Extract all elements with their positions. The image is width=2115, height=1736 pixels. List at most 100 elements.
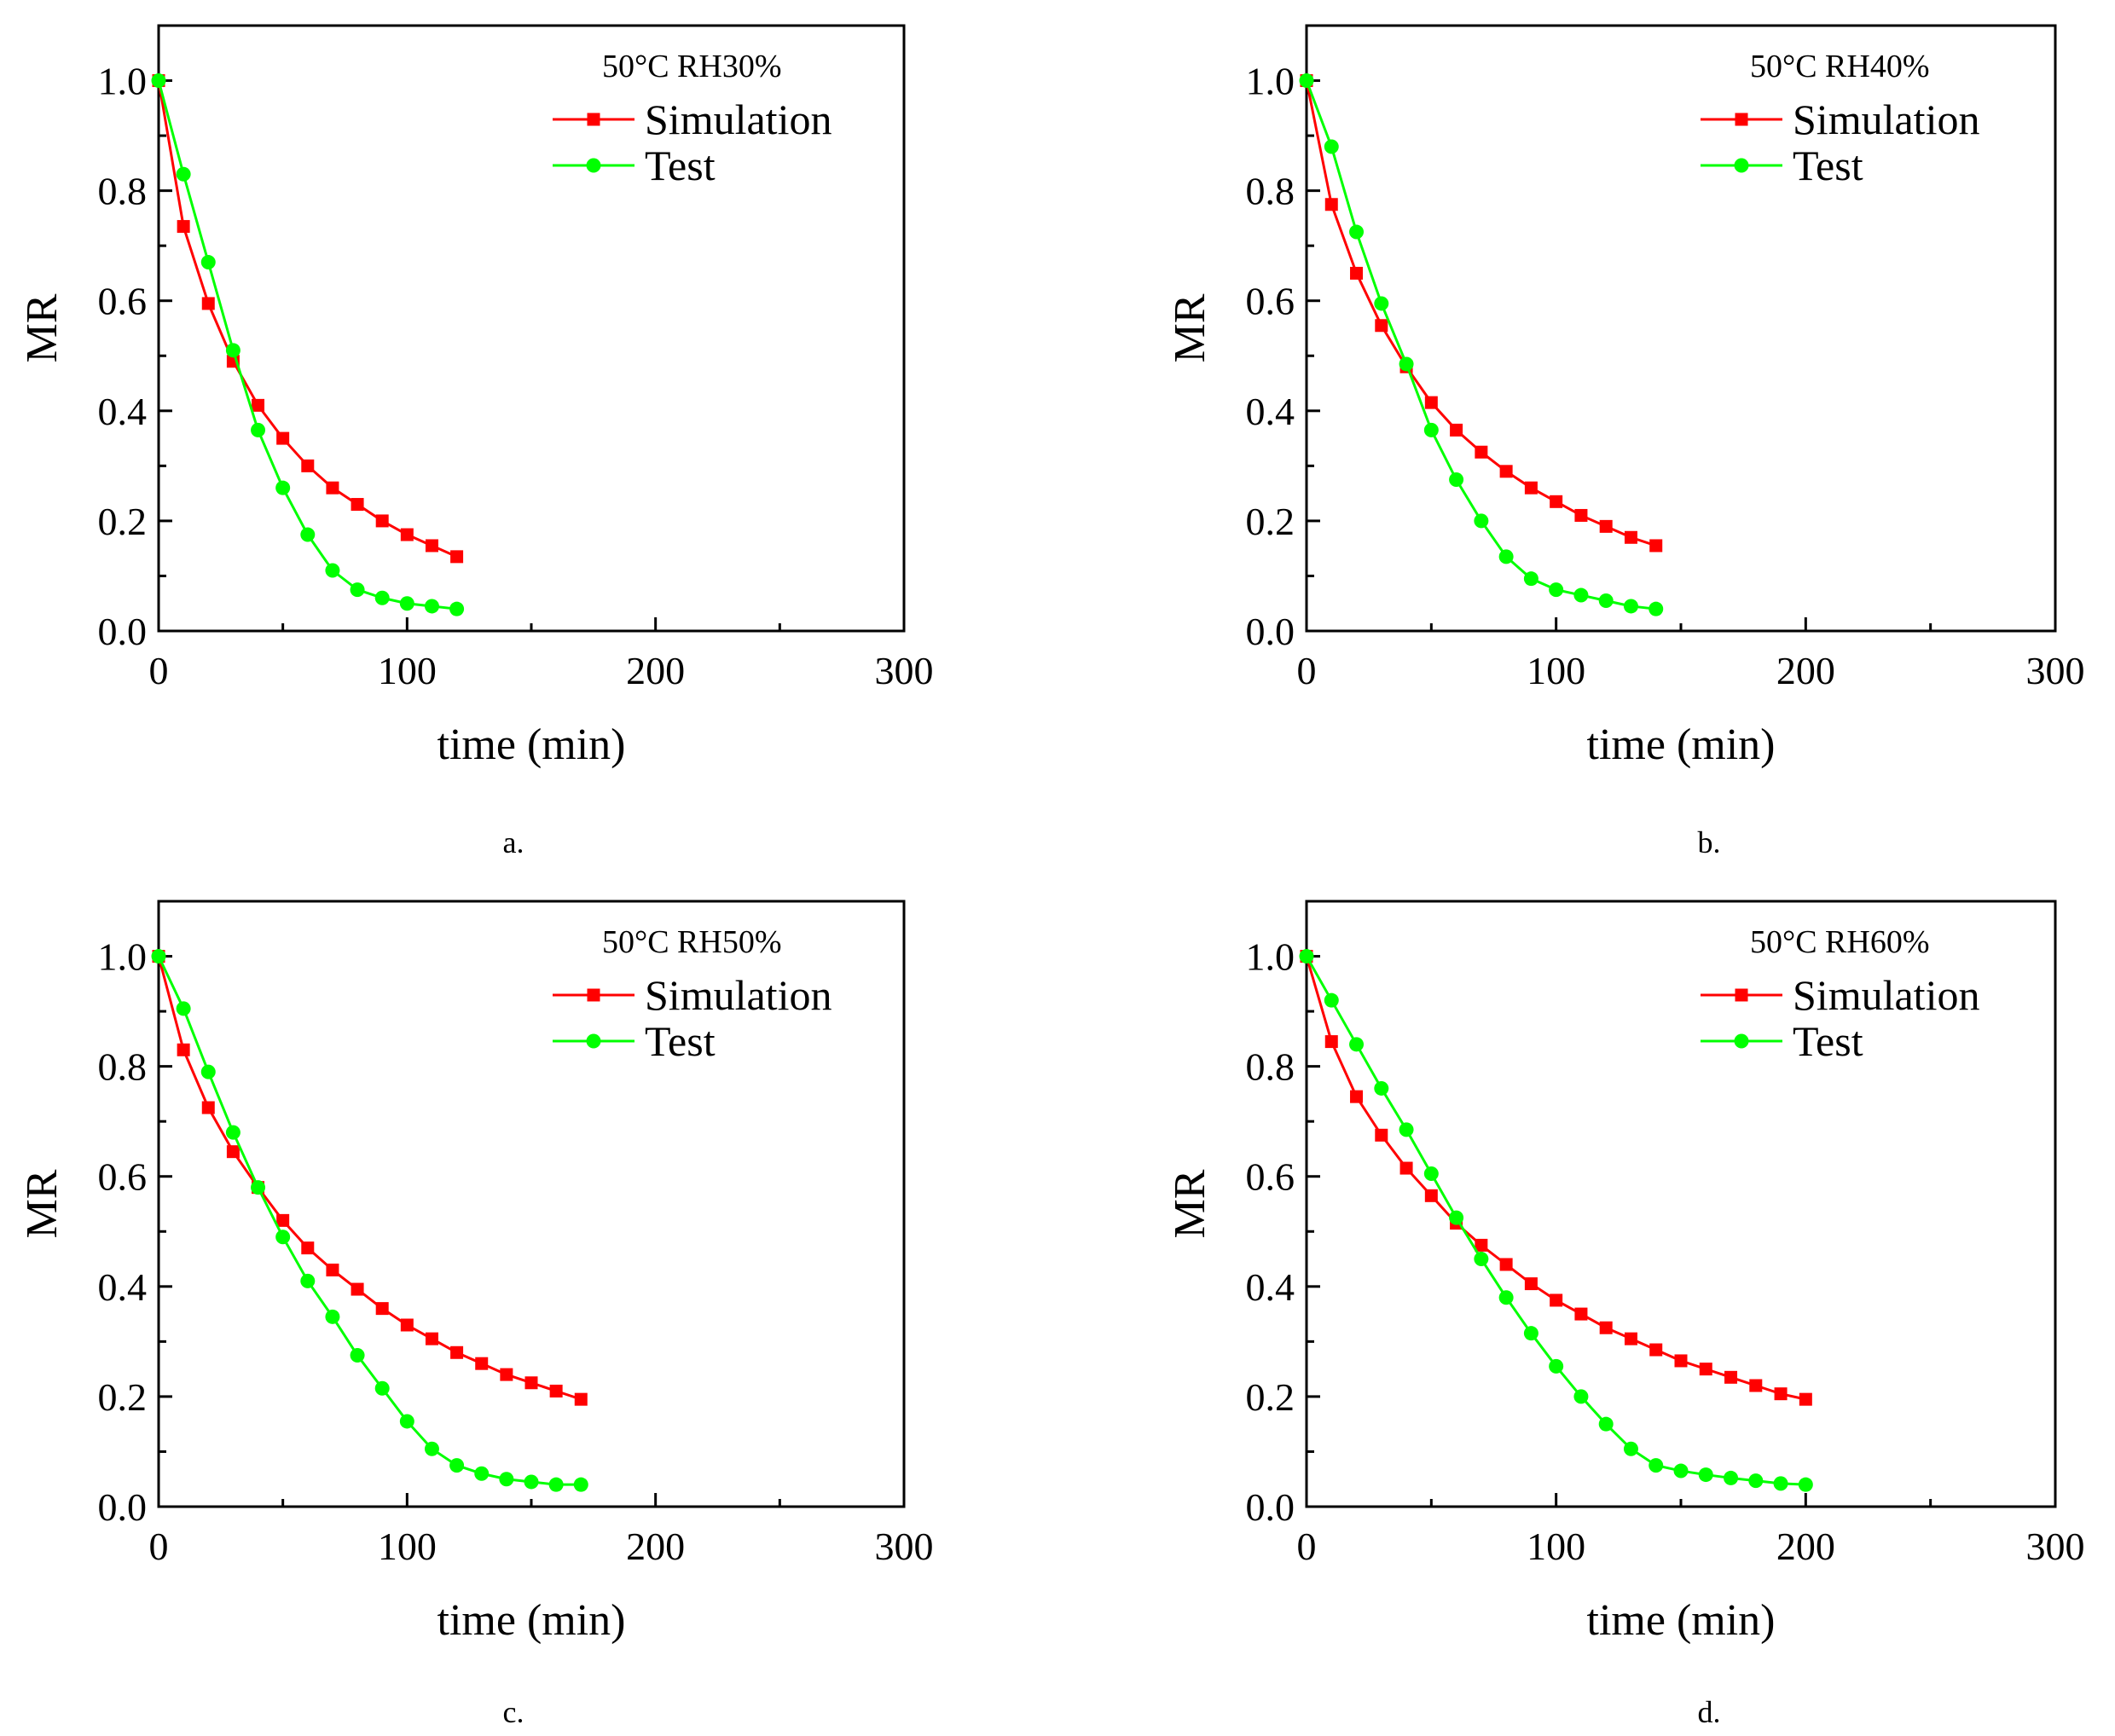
simulation-point xyxy=(1649,1343,1663,1357)
simulation-point xyxy=(276,1213,290,1227)
test-point xyxy=(1623,599,1638,614)
panel-caption: d. xyxy=(1698,1695,1721,1729)
y-tick-label: 1.0 xyxy=(98,935,148,979)
simulation-point xyxy=(1475,1238,1488,1252)
simulation-point xyxy=(1399,1161,1413,1175)
test-point xyxy=(1649,601,1664,616)
simulation-point xyxy=(574,1392,588,1406)
simulation-point xyxy=(400,528,414,541)
simulation-point xyxy=(201,1101,215,1114)
simulation-point xyxy=(177,1043,190,1056)
simulation-point xyxy=(326,1263,339,1276)
test-point xyxy=(1573,1389,1589,1404)
x-axis-title: time (min) xyxy=(1587,1596,1776,1645)
test-point xyxy=(474,1466,490,1481)
test-point xyxy=(1423,422,1439,437)
test-point xyxy=(449,601,465,616)
y-tick-label: 0.0 xyxy=(98,1485,148,1529)
simulation-point xyxy=(201,297,215,310)
test-point xyxy=(251,1180,266,1195)
legend-marker-simulation xyxy=(1735,988,1748,1002)
test-point xyxy=(1349,1037,1365,1052)
test-point xyxy=(1374,1080,1389,1096)
x-tick-label: 200 xyxy=(1776,649,1835,692)
y-axis-title: MR xyxy=(18,1169,67,1238)
simulation-point xyxy=(425,1332,438,1345)
test-point xyxy=(176,1001,191,1016)
simulation-point xyxy=(1550,495,1563,508)
simulation-point xyxy=(226,1145,240,1159)
legend-title: 50°C RH60% xyxy=(1750,924,1929,960)
x-tick-label: 300 xyxy=(875,649,934,692)
test-point xyxy=(1399,356,1414,372)
legend-title: 50°C RH50% xyxy=(602,924,781,960)
y-tick-label: 0.2 xyxy=(98,500,148,543)
panel-caption: a. xyxy=(503,825,524,859)
test-point xyxy=(151,73,166,89)
y-tick-label: 0.4 xyxy=(98,390,148,433)
simulation-point xyxy=(1450,423,1463,437)
y-tick-label: 1.0 xyxy=(1246,935,1295,979)
test-point xyxy=(350,582,365,598)
test-point xyxy=(1523,571,1538,587)
legend-marker-simulation xyxy=(587,113,600,126)
x-tick-label: 100 xyxy=(1527,649,1585,692)
x-tick-label: 200 xyxy=(1776,1525,1835,1568)
y-tick-label: 0.8 xyxy=(98,170,148,213)
test-point xyxy=(1498,549,1514,564)
simulation-point xyxy=(1599,519,1613,533)
simulation-point xyxy=(375,1302,389,1316)
test-point xyxy=(350,1348,365,1363)
x-axis-title: time (min) xyxy=(1587,720,1776,769)
test-point xyxy=(325,563,340,578)
simulation-point xyxy=(1574,1307,1588,1321)
y-tick-label: 0.6 xyxy=(1246,1155,1295,1199)
legend-label-test: Test xyxy=(1793,1017,1863,1065)
simulation-point xyxy=(276,431,290,445)
test-point xyxy=(325,1309,340,1324)
test-point xyxy=(573,1477,588,1492)
y-tick-label: 0.8 xyxy=(1246,1045,1295,1089)
simulation-point xyxy=(1324,1035,1338,1049)
simulation-point xyxy=(326,481,339,495)
test-point xyxy=(1474,1252,1489,1267)
test-point xyxy=(275,1230,291,1245)
test-point xyxy=(524,1474,539,1490)
test-point xyxy=(200,1064,216,1079)
x-tick-label: 100 xyxy=(378,649,437,692)
test-point xyxy=(1798,1477,1813,1492)
test-point xyxy=(1623,1441,1638,1456)
y-axis-title: MR xyxy=(1166,1169,1214,1238)
test-point xyxy=(1449,1210,1464,1225)
legend-marker-test xyxy=(586,1033,601,1049)
simulation-point xyxy=(1550,1293,1563,1307)
test-point xyxy=(200,255,216,270)
x-axis-title: time (min) xyxy=(437,1596,626,1645)
y-tick-label: 0.0 xyxy=(1246,610,1295,653)
x-tick-label: 100 xyxy=(378,1525,437,1568)
simulation-point xyxy=(450,1345,464,1359)
test-point xyxy=(449,1458,465,1473)
legend-marker-test xyxy=(1734,1033,1749,1049)
simulation-point xyxy=(500,1368,513,1381)
simulation-point xyxy=(549,1384,563,1397)
y-tick-label: 0.8 xyxy=(1246,170,1295,213)
test-point xyxy=(1598,593,1614,608)
series-simulation xyxy=(152,950,588,1406)
simulation-point xyxy=(1749,1379,1763,1392)
test-point xyxy=(1549,582,1564,598)
simulation-point xyxy=(1524,1277,1538,1291)
y-tick-label: 0.8 xyxy=(98,1045,148,1089)
test-point xyxy=(1449,472,1464,487)
x-tick-label: 100 xyxy=(1527,1525,1585,1568)
series-test xyxy=(1299,73,1664,616)
test-point xyxy=(1299,949,1314,964)
simulation-point xyxy=(475,1357,489,1370)
legend-marker-simulation xyxy=(587,988,600,1002)
simulation-point xyxy=(1375,319,1388,333)
test-point xyxy=(1773,1476,1788,1491)
y-axis-title: MR xyxy=(1166,293,1214,362)
panel-caption: c. xyxy=(503,1695,524,1729)
simulation-point xyxy=(351,498,364,512)
simulation-line xyxy=(1305,956,1806,1401)
